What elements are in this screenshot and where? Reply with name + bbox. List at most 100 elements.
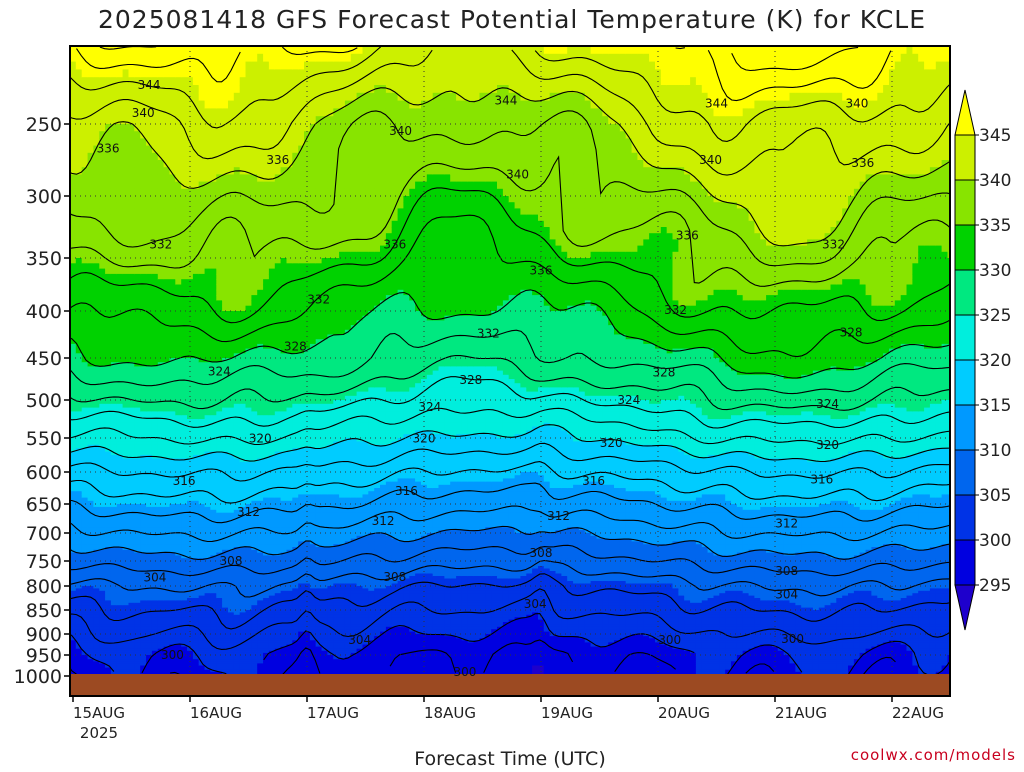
theta-cell bbox=[76, 387, 83, 392]
theta-cell bbox=[123, 160, 130, 168]
theta-cell bbox=[246, 263, 253, 269]
theta-cell bbox=[199, 311, 206, 316]
theta-cell bbox=[134, 344, 141, 349]
theta-cell bbox=[199, 108, 206, 116]
theta-cell bbox=[93, 269, 100, 275]
theta-cell bbox=[152, 160, 159, 168]
theta-cell bbox=[175, 77, 182, 85]
theta-cell bbox=[123, 392, 130, 397]
theta-cell bbox=[164, 411, 171, 415]
theta-cell bbox=[123, 189, 130, 197]
theta-cell bbox=[210, 396, 217, 401]
theta-cell bbox=[123, 325, 130, 330]
theta-cell bbox=[234, 462, 241, 466]
theta-cell bbox=[164, 430, 171, 434]
theta-cell bbox=[123, 383, 130, 388]
theta-cell bbox=[76, 208, 83, 215]
theta-cell bbox=[152, 408, 159, 412]
theta-cell bbox=[187, 62, 194, 70]
theta-cell bbox=[164, 279, 171, 285]
theta-cell bbox=[246, 116, 253, 124]
theta-cell bbox=[246, 108, 253, 116]
theta-cell bbox=[210, 160, 217, 168]
theta-cell bbox=[140, 358, 147, 363]
theta-cell bbox=[93, 339, 100, 344]
theta-cell bbox=[164, 371, 171, 376]
theta-cell bbox=[210, 300, 217, 306]
theta-cell bbox=[93, 320, 100, 325]
theta-cell bbox=[234, 379, 241, 384]
theta-cell bbox=[234, 325, 241, 330]
theta-cell bbox=[93, 430, 100, 434]
theta-cell bbox=[134, 69, 141, 77]
theta-cell bbox=[164, 202, 171, 209]
theta-cell bbox=[210, 146, 217, 154]
theta-cell bbox=[187, 335, 194, 340]
theta-cell bbox=[140, 208, 147, 215]
theta-cell bbox=[164, 423, 171, 427]
theta-cell bbox=[140, 419, 147, 423]
theta-cell bbox=[164, 182, 171, 190]
theta-cell bbox=[152, 366, 159, 371]
theta-cell bbox=[246, 325, 253, 330]
theta-cell bbox=[222, 300, 229, 306]
theta-cell bbox=[199, 85, 206, 93]
theta-cell bbox=[140, 404, 147, 408]
theta-cell bbox=[76, 285, 83, 291]
theta-cell bbox=[111, 46, 118, 54]
theta-cell bbox=[123, 274, 130, 280]
theta-cell bbox=[76, 62, 83, 70]
theta-cell bbox=[164, 196, 171, 203]
theta-cell bbox=[164, 396, 171, 401]
theta-cell bbox=[246, 396, 253, 401]
theta-cell bbox=[152, 371, 159, 376]
theta-cell bbox=[234, 285, 241, 291]
theta-cell bbox=[152, 174, 159, 182]
theta-cell bbox=[199, 153, 206, 161]
theta-cell bbox=[164, 404, 171, 408]
theta-cell bbox=[140, 396, 147, 401]
theta-cell bbox=[134, 311, 141, 316]
theta-cell bbox=[199, 46, 206, 54]
theta-cell bbox=[76, 404, 83, 408]
theta-cell bbox=[222, 285, 229, 291]
theta-cell bbox=[187, 383, 194, 388]
theta-cell bbox=[222, 69, 229, 77]
theta-cell bbox=[82, 93, 89, 101]
theta-cell bbox=[199, 335, 206, 340]
theta-cell bbox=[93, 349, 100, 354]
theta-cell bbox=[134, 295, 141, 301]
theta-cell bbox=[164, 349, 171, 354]
theta-cell bbox=[222, 408, 229, 412]
theta-cell bbox=[210, 116, 217, 124]
theta-cell bbox=[140, 215, 147, 222]
theta-cell bbox=[246, 353, 253, 358]
theta-cell bbox=[76, 330, 83, 335]
theta-cell bbox=[76, 423, 83, 427]
theta-cell bbox=[246, 46, 253, 54]
theta-cell bbox=[82, 189, 89, 197]
theta-cell bbox=[222, 274, 229, 280]
theta-cell bbox=[199, 415, 206, 419]
theta-cell bbox=[76, 252, 83, 259]
theta-cell bbox=[76, 202, 83, 209]
theta-cell bbox=[111, 274, 118, 280]
theta-cell bbox=[246, 69, 253, 77]
theta-cell bbox=[199, 353, 206, 358]
theta-cell bbox=[187, 116, 194, 124]
theta-cell bbox=[164, 375, 171, 380]
theta-cell bbox=[123, 366, 130, 371]
theta-cell bbox=[187, 215, 194, 222]
theta-cell bbox=[152, 221, 159, 228]
theta-cell bbox=[93, 344, 100, 349]
theta-cell bbox=[199, 362, 206, 367]
theta-cell bbox=[210, 400, 217, 404]
filled-contour-bands bbox=[70, 46, 960, 677]
theta-cell bbox=[222, 93, 229, 101]
theta-cell bbox=[199, 445, 206, 449]
theta-cell bbox=[199, 252, 206, 259]
theta-cell bbox=[210, 430, 217, 434]
theta-cell bbox=[199, 221, 206, 228]
theta-cell bbox=[210, 215, 217, 222]
